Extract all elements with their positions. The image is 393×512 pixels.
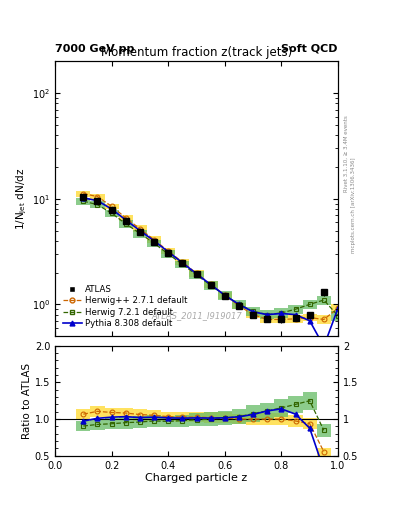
Text: 7000 GeV pp: 7000 GeV pp	[55, 44, 134, 54]
Text: Soft QCD: Soft QCD	[281, 44, 338, 54]
Text: mcplots.cern.ch [arXiv:1306.3436]: mcplots.cern.ch [arXiv:1306.3436]	[351, 157, 356, 252]
Text: Rivet 3.1.10, ≥ 3.4M events: Rivet 3.1.10, ≥ 3.4M events	[344, 115, 349, 192]
Legend: ATLAS, Herwig++ 2.7.1 default, Herwig 7.2.1 default, Pythia 8.308 default: ATLAS, Herwig++ 2.7.1 default, Herwig 7.…	[59, 281, 191, 332]
Y-axis label: 1/N$_{\rm jet}$ dN/dz: 1/N$_{\rm jet}$ dN/dz	[15, 167, 29, 230]
X-axis label: Charged particle z: Charged particle z	[145, 473, 248, 483]
Text: ATLAS_2011_I919017: ATLAS_2011_I919017	[151, 311, 242, 319]
Y-axis label: Ratio to ATLAS: Ratio to ATLAS	[22, 362, 32, 439]
Title: Momentum fraction z(track jets): Momentum fraction z(track jets)	[101, 46, 292, 59]
